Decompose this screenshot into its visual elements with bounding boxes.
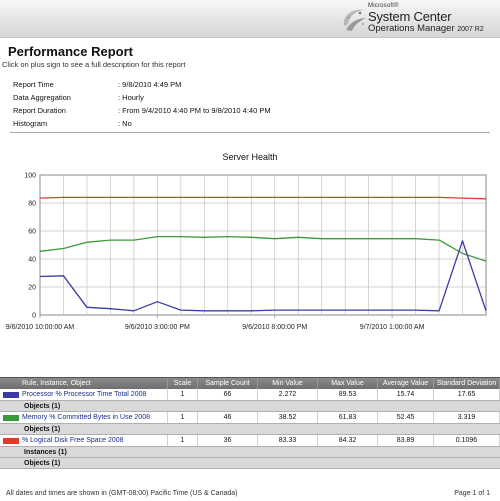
col-header-sample-count: Sample Count bbox=[198, 378, 258, 389]
series-color-swatch bbox=[3, 391, 19, 398]
param-value: : 9/8/2010 4:49 PM bbox=[118, 80, 182, 89]
system-center-logo: Microsoft® System Center Operations Mana… bbox=[340, 2, 490, 36]
subproduct-name: Operations Manager 2007 R2 bbox=[368, 23, 484, 34]
param-value: : No bbox=[118, 119, 132, 128]
series-name-link[interactable]: Processor % Processor Time Total 2008 bbox=[22, 391, 147, 398]
legend-average-value: 83.89 bbox=[378, 435, 434, 446]
param-data-aggregation: Data Aggregation : Hourly bbox=[10, 91, 490, 104]
param-value: : Hourly bbox=[118, 93, 144, 102]
legend-max-value: 61.83 bbox=[318, 412, 378, 423]
col-header-min: Min Value bbox=[258, 378, 318, 389]
legend-row: Memory % Committed Bytes in Use 2008 1 46 3… bbox=[0, 412, 500, 424]
chart-title: Server Health bbox=[222, 152, 278, 162]
series-name-link[interactable]: % Logical Disk Free Space 2008 bbox=[22, 437, 124, 444]
col-header-max: Max Value bbox=[318, 378, 378, 389]
report-title: Performance Report bbox=[8, 44, 133, 59]
legend-sample-count: 66 bbox=[198, 389, 258, 400]
legend-std-dev: 3.319 bbox=[434, 412, 500, 423]
legend-row: Processor % Processor Time Total 2008 1 66… bbox=[0, 389, 500, 401]
legend-scale: 1 bbox=[168, 389, 198, 400]
y-tick-label: 80 bbox=[28, 201, 36, 208]
legend-sub-group[interactable]: Objects (1) bbox=[0, 424, 500, 435]
legend-max-value: 89.53 bbox=[318, 389, 378, 400]
param-label: Report Time bbox=[13, 80, 54, 89]
legend-sample-count: 46 bbox=[198, 412, 258, 423]
legend-rule-name[interactable]: Processor % Processor Time Total 2008 bbox=[0, 389, 168, 400]
param-value: : From 9/4/2010 4:40 PM to 9/8/2010 4:40… bbox=[118, 106, 271, 115]
legend-average-value: 52.45 bbox=[378, 412, 434, 423]
page-indicator: Page 1 of 1 bbox=[454, 490, 490, 497]
param-report-duration: Report Duration : From 9/4/2010 4:40 PM … bbox=[10, 104, 490, 117]
swirl-logo-icon bbox=[343, 9, 366, 31]
param-label: Data Aggregation bbox=[13, 93, 71, 102]
param-report-time: Report Time : 9/8/2010 4:49 PM bbox=[10, 78, 490, 91]
param-histogram: Histogram : No bbox=[10, 117, 490, 130]
legend-max-value: 84.32 bbox=[318, 435, 378, 446]
y-tick-label: 20 bbox=[28, 285, 36, 292]
legend-row: % Logical Disk Free Space 2008 1 36 83.33 84… bbox=[0, 435, 500, 447]
server-health-chart: 0 20 40 60 80 100 9/6/2010 10:00:00 AM 9/6/2010… bbox=[6, 173, 487, 331]
legend-sub-group[interactable]: Objects (1) bbox=[0, 458, 500, 469]
legend-min-value: 2.272 bbox=[258, 389, 318, 400]
legend-min-value: 83.33 bbox=[258, 435, 318, 446]
legend-min-value: 38.52 bbox=[258, 412, 318, 423]
series-line bbox=[39, 196, 487, 200]
x-tick-label: 9/7/2010 1:00:00 AM bbox=[360, 324, 425, 331]
y-tick-label: 40 bbox=[28, 257, 36, 264]
x-tick-label: 9/6/2010 8:00:00 PM bbox=[242, 324, 307, 331]
legend-sub-group[interactable]: Instances (1) bbox=[0, 447, 500, 458]
col-header-average: Average Value bbox=[378, 378, 434, 389]
x-tick-label: 9/6/2010 10:00:00 AM bbox=[6, 324, 75, 331]
series-color-swatch bbox=[3, 414, 19, 421]
col-header-rule: Rule, Instance, Object bbox=[0, 378, 168, 389]
legend-rule-name[interactable]: % Logical Disk Free Space 2008 bbox=[0, 435, 168, 446]
report-description-hint[interactable]: Click on plus sign to see a full descrip… bbox=[2, 60, 186, 69]
legend-header-row: Rule, Instance, Object Scale Sample Coun… bbox=[0, 377, 500, 389]
microsoft-wordmark: Microsoft® bbox=[368, 3, 399, 9]
legend-sub-group[interactable]: Objects (1) bbox=[0, 401, 500, 412]
y-tick-label: 0 bbox=[32, 313, 36, 320]
legend-rule-name[interactable]: Memory % Committed Bytes in Use 2008 bbox=[0, 412, 168, 423]
series-color-swatch bbox=[3, 437, 19, 444]
series-line bbox=[39, 235, 487, 262]
series-line bbox=[39, 240, 487, 312]
legend-std-dev: 0.1096 bbox=[434, 435, 500, 446]
y-tick-label: 60 bbox=[28, 229, 36, 236]
divider bbox=[10, 132, 490, 133]
header-banner: Microsoft® System Center Operations Mana… bbox=[0, 0, 500, 38]
timezone-note: All dates and times are shown in (GMT-08… bbox=[6, 490, 238, 497]
param-label: Report Duration bbox=[13, 106, 66, 115]
x-tick-label: 9/6/2010 3:00:00 PM bbox=[125, 324, 190, 331]
product-name: System Center bbox=[368, 9, 452, 24]
series-name-link[interactable]: Memory % Committed Bytes in Use 2008 bbox=[22, 414, 150, 421]
legend-std-dev: 17.65 bbox=[434, 389, 500, 400]
legend-table: Rule, Instance, Object Scale Sample Coun… bbox=[0, 377, 500, 469]
plot-area bbox=[39, 174, 487, 316]
legend-sample-count: 36 bbox=[198, 435, 258, 446]
col-header-std-dev: Standard Deviation bbox=[434, 378, 500, 389]
param-label: Histogram bbox=[13, 119, 48, 128]
legend-scale: 1 bbox=[168, 412, 198, 423]
legend-average-value: 15.74 bbox=[378, 389, 434, 400]
legend-scale: 1 bbox=[168, 435, 198, 446]
col-header-scale: Scale bbox=[168, 378, 198, 389]
report-parameters: Report Time : 9/8/2010 4:49 PM Data Aggr… bbox=[10, 78, 490, 130]
y-tick-label: 100 bbox=[24, 173, 36, 180]
